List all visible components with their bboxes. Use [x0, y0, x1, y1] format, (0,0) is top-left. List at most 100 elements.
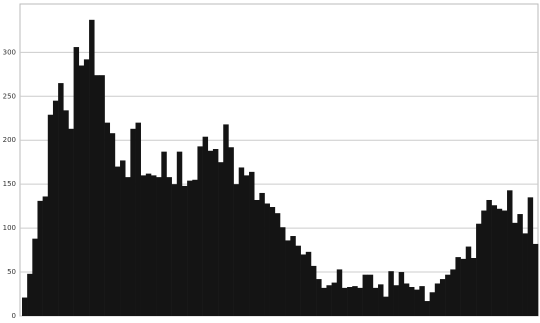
bar: [491, 205, 498, 316]
bar: [476, 223, 482, 316]
bar: [130, 128, 136, 316]
bar: [465, 246, 472, 316]
bar: [42, 196, 49, 316]
bar: [357, 287, 363, 316]
bar: [367, 274, 374, 316]
bar: [424, 301, 430, 316]
bar: [393, 285, 399, 316]
bar: [27, 273, 33, 316]
bar: [207, 150, 214, 316]
y-tick-label: 150: [3, 180, 16, 188]
bar: [321, 287, 327, 316]
bar: [486, 199, 492, 316]
bar: [238, 167, 245, 316]
bar: [512, 222, 518, 316]
bar: [83, 59, 90, 316]
y-tick-label: 0: [12, 312, 16, 320]
bar: [218, 162, 224, 316]
bar: [455, 257, 461, 316]
bar: [202, 136, 209, 316]
bar: [517, 214, 523, 316]
bar: [310, 265, 317, 316]
bar: [280, 227, 286, 316]
y-tick-label: 300: [3, 48, 16, 56]
bar: [212, 149, 219, 316]
bar: [434, 283, 441, 316]
bar: [254, 199, 260, 316]
bar: [176, 151, 183, 316]
bar: [223, 124, 229, 316]
bar: [269, 207, 276, 316]
bar: [481, 210, 487, 316]
bar: [341, 287, 348, 316]
bar: [378, 284, 384, 316]
bar: [228, 147, 234, 316]
bar: [300, 254, 307, 316]
bar: [501, 210, 508, 316]
bar: [104, 122, 111, 316]
bar: [32, 238, 38, 316]
bar: [145, 173, 152, 316]
bar: [429, 292, 436, 316]
bar: [264, 203, 270, 316]
bar: [398, 272, 405, 316]
bar: [68, 128, 74, 316]
bar: [52, 100, 59, 316]
bar: [532, 243, 539, 316]
bar: [496, 208, 503, 316]
bar: [63, 110, 69, 316]
bar: [197, 146, 203, 316]
bar: [326, 285, 332, 316]
bar: [362, 274, 369, 316]
bar: [89, 19, 95, 317]
y-tick-label: 200: [3, 136, 16, 144]
bar: [522, 233, 528, 316]
bar: [419, 286, 425, 316]
bar: [274, 213, 281, 316]
bar: [305, 251, 312, 316]
bar: [259, 192, 265, 316]
bar: [372, 287, 379, 316]
bar: [114, 166, 121, 316]
bar: [527, 197, 534, 316]
bar: [336, 269, 343, 316]
bar: [383, 296, 389, 316]
bar: [233, 184, 240, 316]
bar: [243, 175, 250, 316]
bar: [166, 177, 172, 316]
bar: [347, 286, 353, 316]
bar: [135, 122, 141, 316]
bar: [78, 65, 85, 317]
bar: [125, 177, 131, 316]
bar: [58, 83, 64, 316]
bar: [37, 200, 43, 316]
bar: [181, 185, 188, 316]
bar: [403, 283, 410, 316]
bar: [192, 179, 198, 316]
bar: [316, 279, 322, 316]
bar: [140, 175, 147, 316]
bar: [187, 180, 193, 316]
bar: [249, 171, 255, 316]
bar: [171, 184, 178, 316]
bar: [285, 240, 291, 316]
bar: [331, 282, 338, 316]
bar: [450, 269, 456, 316]
bar: [47, 114, 54, 316]
bar: [414, 289, 420, 316]
bar: [161, 151, 167, 316]
bar: [109, 133, 116, 316]
bar: [290, 236, 296, 316]
bar: [156, 177, 162, 316]
bar: [73, 47, 80, 316]
bar: [295, 245, 301, 316]
bar: [99, 75, 105, 316]
bar: [352, 286, 358, 316]
bar: [22, 297, 28, 316]
bar: [460, 258, 467, 316]
y-tick-label: 100: [3, 224, 16, 232]
bar: [388, 271, 394, 316]
bar: [409, 286, 415, 316]
bar: [445, 274, 451, 316]
